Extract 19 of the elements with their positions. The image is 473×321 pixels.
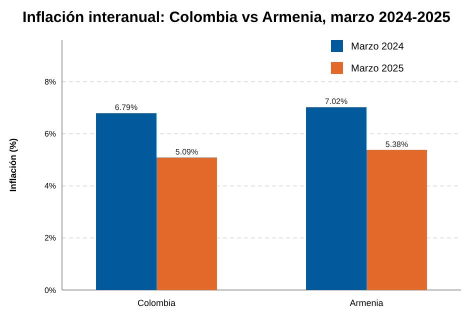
legend-label: Marzo 2025 — [351, 64, 404, 74]
y-axis-title: Inflación (%) — [8, 138, 18, 192]
text: 6.79% — [114, 103, 138, 112]
bar — [156, 157, 217, 290]
x-tick-label: Armenia — [350, 298, 384, 308]
text: 5.38% — [385, 140, 408, 149]
y-tick-label: 6% — [44, 130, 56, 139]
bar — [96, 113, 156, 290]
bar — [306, 107, 366, 290]
bar — [366, 150, 427, 290]
text: 5.09% — [175, 147, 198, 156]
y-tick-label: 0% — [44, 286, 56, 295]
x-tick-label: Colombia — [137, 298, 176, 308]
y-tick-label: 8% — [44, 77, 56, 86]
text: 7.02% — [324, 97, 348, 106]
legend-label: Marzo 2024 — [351, 42, 404, 52]
y-tick-label: 2% — [44, 234, 56, 243]
chart-title: Inflación interanual: Colombia vs Armenia, marzo 2024-2025 — [22, 9, 450, 26]
y-tick-label: 4% — [44, 182, 56, 191]
